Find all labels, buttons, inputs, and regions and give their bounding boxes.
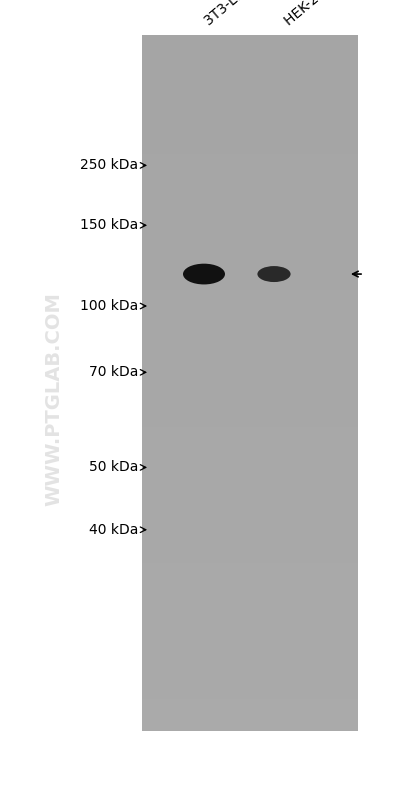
Bar <box>142 36 358 731</box>
Text: 3T3-L1 cell: 3T3-L1 cell <box>202 0 269 28</box>
Text: 150 kDa: 150 kDa <box>80 218 138 233</box>
Text: 50 kDa: 50 kDa <box>89 460 138 475</box>
Text: 70 kDa: 70 kDa <box>89 365 138 380</box>
Text: 100 kDa: 100 kDa <box>80 299 138 313</box>
Text: 40 kDa: 40 kDa <box>89 523 138 537</box>
Ellipse shape <box>183 264 225 284</box>
Text: 250 kDa: 250 kDa <box>80 158 138 173</box>
Text: WWW.PTGLAB.COM: WWW.PTGLAB.COM <box>44 292 64 507</box>
Ellipse shape <box>258 266 290 282</box>
Text: HEK-293 cell: HEK-293 cell <box>282 0 357 28</box>
